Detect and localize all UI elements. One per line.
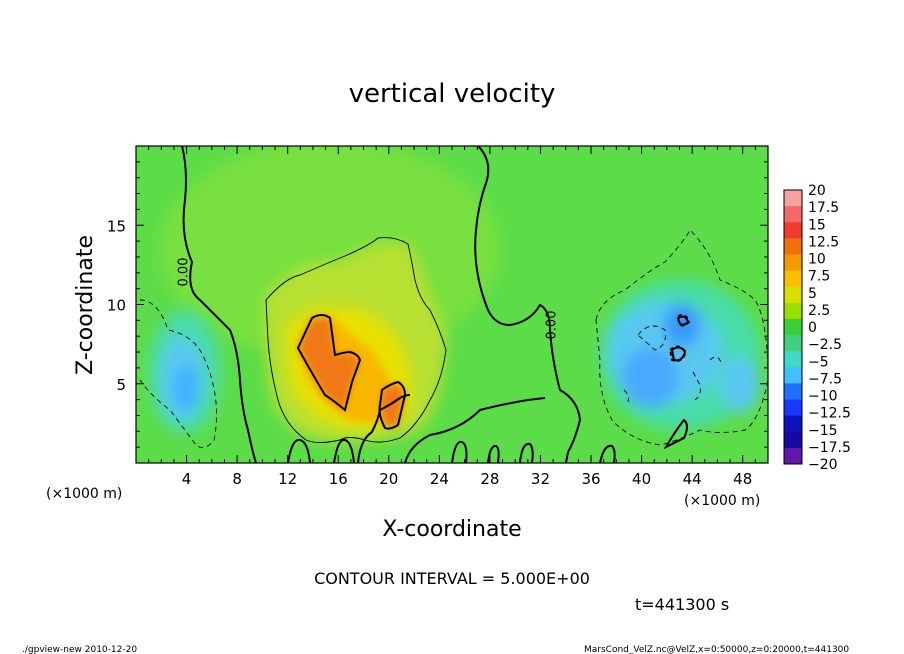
x-tick-label: 36: [581, 470, 600, 488]
y-tick-label: 5: [116, 376, 126, 394]
colorbar-label: 17.5: [808, 200, 839, 216]
colorbar-label: 12.5: [808, 234, 839, 250]
colorbar-label: −7.5: [808, 371, 842, 387]
colorbar-swatch: [784, 415, 802, 433]
colorbar-label: 10: [808, 252, 826, 268]
colorbar-label: 2.5: [808, 303, 830, 319]
x-tick-label: 40: [632, 470, 651, 488]
y-axis: 5 10 15: [107, 145, 768, 464]
x-tick-label: 4: [182, 470, 192, 488]
colorbar-label: 7.5: [808, 269, 830, 285]
colorbar-label: 0: [808, 320, 817, 336]
zero-contours: [181, 146, 690, 463]
colorbar-swatch: [784, 383, 802, 401]
x-tick-label: 32: [531, 470, 550, 488]
colorbar-label: −5: [808, 354, 829, 370]
colorbar-label: −2.5: [808, 337, 842, 353]
contour-label: 0.00: [545, 311, 560, 340]
colorbar-label: −17.5: [808, 440, 851, 456]
colorbar-swatch: [784, 270, 802, 288]
downdraft-right: [600, 280, 760, 430]
colorbar-frame: [783, 189, 803, 465]
contour-plus-5: [265, 237, 447, 443]
updraft-center: [263, 243, 446, 442]
colorbar-swatch: [784, 238, 802, 255]
time-text: t=441300 s: [635, 595, 729, 614]
y-axis-label: Z-coordinate: [73, 235, 98, 375]
colorbar-swatch: [784, 190, 802, 207]
colorbar-label: 5: [808, 286, 817, 302]
colorbar-swatch: [784, 222, 802, 239]
x-tick-label: 44: [683, 470, 702, 488]
colorbar-label: −12.5: [808, 406, 851, 422]
neg10-contours: [669, 313, 691, 362]
x-tick-label: 28: [480, 470, 499, 488]
colorbar-swatch: [784, 367, 802, 384]
colorbar-label: 20: [808, 183, 826, 199]
downdraft-left: [149, 310, 221, 434]
colorbar-swatch: [784, 318, 802, 336]
colorbar-label: 15: [808, 217, 826, 233]
colorbar-swatch: [784, 399, 802, 417]
colorbar-label: −15: [808, 423, 838, 439]
colorbar-swatch: [784, 302, 802, 320]
x-tick-label: 12: [278, 470, 297, 488]
x-axis: 4 8 12 16 20 24 28 32 36 40 44 48: [135, 146, 769, 488]
colorbar-swatch: [784, 351, 802, 368]
colorbar-swatch: [784, 254, 802, 272]
plot-area: [136, 146, 768, 463]
colorbar-swatch: [784, 431, 802, 449]
y-tick-label: 15: [107, 217, 126, 235]
colorbar-swatch: [784, 206, 802, 223]
colorbar-label: −10: [808, 389, 838, 405]
colorbar-label: −20: [808, 457, 838, 473]
x-tick-label: 48: [733, 470, 752, 488]
x-axis-unit: (×1000 m): [46, 486, 122, 502]
colorbar-swatch: [784, 335, 802, 352]
contour-interval-text: CONTOUR INTERVAL = 5.000E+00: [314, 569, 590, 588]
footer-right: MarsCond_VelZ.nc@VelZ,x=0:50000,z=0:2000…: [584, 645, 849, 654]
contour-label: 0.00: [177, 258, 192, 287]
footer-left: ./gpview-new 2010-12-20: [22, 645, 137, 654]
x-tick-label: 24: [430, 470, 449, 488]
y-tick-label: 10: [107, 297, 126, 315]
chart-title: vertical velocity: [349, 79, 556, 109]
x-tick-label: 20: [379, 470, 398, 488]
negative-contours: [139, 229, 768, 449]
x-axis-label: X-coordinate: [382, 517, 521, 542]
z-axis-unit: (×1000 m): [684, 493, 760, 509]
x-tick-label: 16: [329, 470, 348, 488]
colorbar-swatch: [784, 447, 802, 465]
colorbar-swatch: [784, 286, 802, 304]
x-tick-label: 8: [232, 470, 242, 488]
